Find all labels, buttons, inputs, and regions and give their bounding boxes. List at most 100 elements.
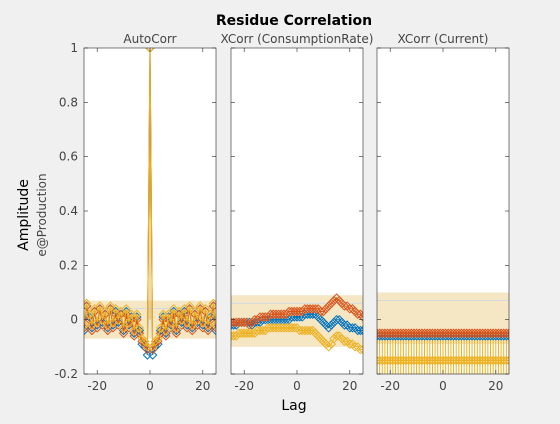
data-point-yellow [345,339,355,349]
data-point-orange [339,301,350,311]
data-point-yellow [132,309,142,319]
data-point-orange [118,328,129,338]
data-point-yellow [105,301,116,311]
data-point-blue [358,325,363,336]
panel-plot-area [377,292,509,374]
data-point-yellow [124,317,134,328]
data-point-orange [504,328,509,338]
data-point-yellow [100,306,110,317]
data-point-yellow [163,309,174,319]
data-point-yellow [331,331,342,341]
x-axis-label: Lag [281,398,306,414]
data-point-orange [132,314,142,325]
x-tick-label: -20 [234,379,254,393]
y-axis-sublabel: e@Production [35,173,49,256]
data-point-yellow [166,317,176,328]
x-tick-label: 0 [293,379,301,393]
data-point-orange [326,298,337,309]
y-tick-label: 0.2 [59,258,78,272]
y-axis-label: Amplitude [16,179,32,251]
panel-plot-area [84,48,216,360]
data-point-yellow [155,323,166,333]
data-point-yellow [198,317,208,328]
data-point-yellow [305,325,315,336]
data-point-yellow [110,304,121,314]
series-line-yellow [84,48,216,348]
x-tick-label: 0 [439,379,447,393]
panel-title: XCorr (Current) [398,32,489,46]
figure-title: Residue Correlation [216,13,372,29]
y-tick-label: 0.8 [59,95,78,109]
data-point-yellow [350,342,360,352]
data-point-orange [345,304,355,314]
data-point-yellow [190,306,200,317]
data-point-orange [353,309,363,319]
data-point-yellow [206,309,216,319]
data-point-yellow [289,323,300,333]
data-point-orange [501,328,509,338]
data-point-blue [355,325,363,336]
data-point-yellow [184,301,195,311]
data-point-yellow [211,320,216,330]
data-point-yellow [182,317,192,328]
data-point-orange [239,317,249,328]
data-point-orange [203,325,213,336]
panel-title: AutoCorr [123,32,176,46]
data-point-blue [323,323,334,333]
data-point-yellow [84,298,92,309]
panel-1: -20 0 20 XCorr (ConsumptionRate) [221,32,374,393]
data-point-yellow [187,320,197,330]
data-point-yellow [153,333,163,344]
data-point-yellow [95,301,105,311]
data-point-orange [310,304,321,314]
data-point-yellow [192,314,203,325]
data-point-orange [187,325,197,336]
panel-title: XCorr (ConsumptionRate) [221,32,374,46]
data-point-orange [358,312,363,322]
data-point-yellow [200,304,211,314]
panel-0: -20 0 20 -0.2 0 0.2 0.4 0.6 0.8 1 AutoCorr [55,32,217,393]
data-point-yellow [355,344,363,355]
x-tick-label: 20 [342,379,357,393]
y-tick-label: 0.4 [59,204,78,218]
data-point-blue [339,320,350,330]
data-point-yellow [501,355,509,366]
data-point-yellow [176,314,187,325]
data-point-orange [321,304,331,314]
x-tick-label: -20 [380,379,400,393]
data-point-yellow [195,301,205,311]
x-tick-label: 20 [488,379,503,393]
data-point-orange [171,328,182,338]
data-point-yellow [504,355,509,366]
data-point-yellow [84,320,89,330]
y-tick-label: 0 [70,313,78,327]
y-tick-label: 1 [70,41,78,55]
data-point-yellow [150,336,160,347]
data-point-yellow [113,314,124,325]
data-point-orange [318,306,329,317]
data-point-yellow [323,342,334,352]
panels-group: -20 0 20 -0.2 0 0.2 0.4 0.6 0.8 1 AutoCorr -20 0 20 XC… [55,32,510,393]
data-point-yellow [358,344,363,355]
panel-plot-area [231,293,363,355]
data-point-blue [326,320,337,330]
data-point-yellow [171,323,182,333]
x-tick-label: 0 [146,379,154,393]
data-point-blue [147,350,158,360]
data-point-orange [323,301,334,311]
data-point-yellow [97,314,108,325]
data-point-yellow [118,323,129,333]
data-point-yellow [169,304,179,314]
data-point-blue [331,314,342,325]
data-point-yellow [161,325,171,336]
data-point-yellow [208,298,216,309]
x-tick-label: 20 [195,379,210,393]
data-point-yellow [121,304,131,314]
x-tick-label: -20 [87,379,107,393]
data-point-yellow [84,309,94,319]
y-tick-label: 0.6 [59,150,78,164]
panel-2: -20 0 20 XCorr (Current) [376,32,510,393]
data-point-yellow [134,323,145,333]
data-point-orange [161,331,171,341]
